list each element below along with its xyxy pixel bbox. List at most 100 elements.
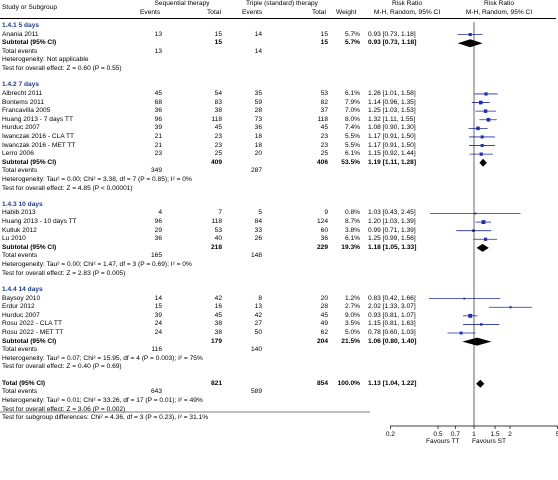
total-events-triple: 148 [250, 252, 262, 260]
study-weight: 8.7% [344, 218, 360, 226]
point-estimate [474, 212, 477, 215]
subgroup-stat-line: Test for overall effect: Z = 0.40 (P = 0… [2, 363, 122, 371]
favours-left-label: Favours TT [426, 438, 460, 445]
subtotal-label: Subtotal (95% CI) [2, 243, 57, 251]
total-sequential: 118 [211, 218, 222, 226]
study-ci-text: 0.83 [0.42, 1.66] [368, 294, 416, 302]
study-name: Kutluk 2012 [2, 226, 37, 234]
study-name: Hurduc 2007 [2, 311, 40, 319]
header-rule [0, 18, 556, 19]
total-sequential: 15 [214, 30, 222, 38]
subtotal-label: Subtotal (95% CI) [2, 158, 57, 166]
point-estimate [484, 92, 488, 96]
header-weight: Weight [336, 9, 357, 16]
total-sequential: 23 [214, 141, 222, 149]
header-group2-label: Triple (standard) therapy [246, 0, 318, 7]
total-sequential: 83 [214, 98, 222, 106]
point-estimate [478, 100, 483, 105]
subgroup-stat-line: Heterogeneity: Tau² = 0.07; Chi² = 15.95… [2, 354, 203, 362]
study-name: Iwanczak 2016 - MET TT [2, 141, 76, 149]
x-tick-label: 5 [556, 431, 558, 438]
study-ci-text: 1.17 [0.91, 1.50] [368, 132, 416, 140]
events-sequential: 24 [154, 320, 162, 328]
header-events-1: Events [140, 9, 161, 16]
total-sequential: 7 [218, 209, 222, 217]
total-triple: 36 [320, 235, 328, 243]
subtotal-label: Subtotal (95% CI) [2, 39, 57, 47]
point-estimate [463, 297, 466, 300]
study-name: Erdur 2012 [2, 303, 35, 311]
subgroup-title: 1.4.2 7 days [2, 81, 40, 89]
total-triple: 45 [320, 124, 328, 132]
point-estimate [480, 323, 483, 326]
header-total-1: Total [207, 9, 221, 16]
total-events-triple: 287 [250, 167, 262, 175]
study-ci-text: 1.17 [0.91, 1.50] [368, 141, 416, 149]
subtotal-total-sequential: 218 [210, 243, 222, 251]
total-triple: 9 [324, 209, 328, 217]
total-events-sequential: 13 [154, 47, 162, 55]
subtotal-weight: 21.5% [341, 337, 360, 345]
total-events-triple: 140 [250, 346, 262, 354]
total-triple: 53 [320, 89, 328, 97]
study-weight: 3.8% [344, 226, 360, 234]
total-triple: 124 [316, 218, 328, 226]
events-sequential: 4 [158, 209, 162, 217]
point-estimate [480, 144, 484, 148]
point-estimate [480, 135, 484, 139]
study-name: Lu 2010 [2, 235, 26, 243]
subtotal-total-triple: 229 [316, 243, 328, 251]
study-ci-text: 1.26 [1.01, 1.58] [368, 89, 416, 97]
events-triple: 8 [258, 294, 262, 302]
events-sequential: 36 [154, 107, 162, 115]
subtotal-total-sequential: 409 [210, 158, 222, 166]
total-sequential: 40 [214, 235, 222, 243]
overall-ci-text: 1.13 [1.04, 1.22] [368, 379, 417, 387]
overall-label: Total (95% CI) [2, 379, 46, 387]
study-weight: 3.5% [344, 320, 360, 328]
subtotal-weight: 5.7% [344, 39, 360, 47]
subgroup-stat-line: Test for overall effect: Z = 4.85 (P < 0… [2, 184, 133, 192]
events-sequential: 15 [154, 303, 162, 311]
study-weight: 9.0% [344, 311, 360, 319]
total-triple: 82 [320, 98, 328, 106]
x-tick-label: 0.2 [386, 431, 395, 438]
study-weight: 1.2% [344, 294, 360, 302]
total-triple: 23 [320, 141, 328, 149]
subgroup-stat-line: Heterogeneity: Tau² = 0.00; Chi² = 1.47,… [2, 261, 192, 269]
study-ci-text: 1.03 [0.43, 2.45] [368, 209, 416, 217]
study-name: Hurduc 2007 [2, 124, 40, 132]
point-estimate [481, 220, 486, 224]
study-ci-text: 1.15 [0.92, 1.44] [368, 150, 416, 158]
x-tick-label: 0.7 [451, 431, 460, 438]
events-triple: 26 [254, 235, 262, 243]
total-triple: 49 [320, 320, 328, 328]
events-triple: 36 [254, 124, 262, 132]
subgroup-stat-line: Test for overall effect: Z = 2.83 (P = 0… [2, 269, 126, 277]
total-sequential: 42 [214, 294, 222, 302]
subgroup-title: 1.4.3 10 days [2, 200, 43, 208]
study-name: Baysoy 2010 [2, 294, 41, 302]
events-triple: 18 [254, 141, 262, 149]
study-weight: 5.5% [344, 132, 360, 140]
total-sequential: 38 [214, 320, 222, 328]
total-events-label: Total events [2, 346, 38, 354]
total-sequential: 54 [214, 89, 222, 97]
study-name: Rosu 2022 - MET TT [2, 329, 64, 337]
subgroup-stat-line: Heterogeneity: Not applicable [2, 56, 89, 64]
point-estimate [476, 126, 480, 131]
total-sequential: 118 [211, 115, 222, 123]
study-name: Habib 2013 [2, 209, 36, 217]
events-sequential: 39 [154, 124, 162, 132]
study-ci-text: 1.25 [0.99, 1.56] [368, 235, 416, 243]
events-triple: 33 [254, 226, 262, 234]
study-weight: 6.1% [344, 150, 360, 158]
events-triple: 35 [254, 89, 262, 97]
study-name: Albrecht 2011 [2, 89, 43, 97]
total-triple: 118 [317, 115, 328, 123]
subtotal-diamond [462, 337, 492, 346]
study-name: Iwanczak 2016 - CLA TT [2, 132, 75, 140]
events-triple: 84 [254, 218, 262, 226]
header-events-2: Events [242, 9, 263, 16]
total-events-label: Total events [2, 47, 38, 55]
